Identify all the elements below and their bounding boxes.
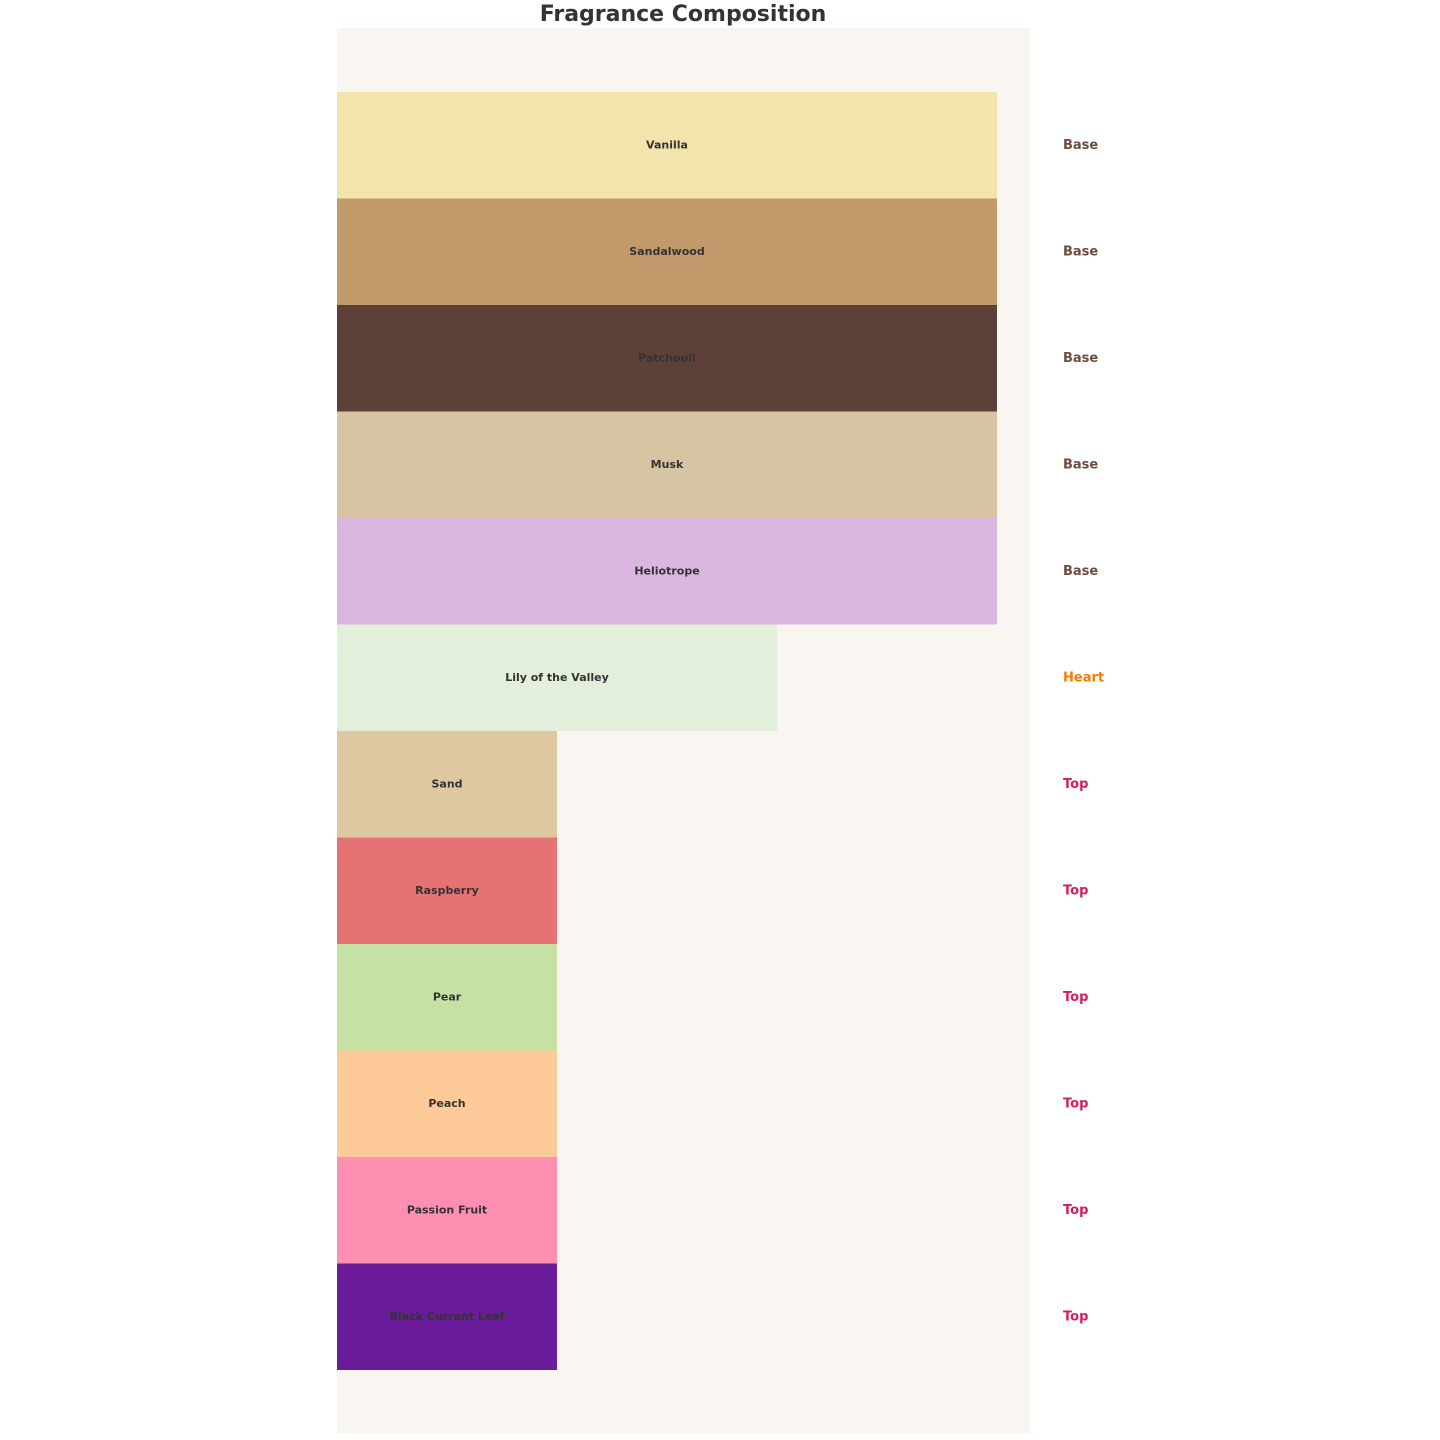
bar xyxy=(337,731,557,838)
bar-label: Pear xyxy=(433,990,462,1003)
note-type-label: Top xyxy=(1063,883,1088,898)
note-type-label: Top xyxy=(1063,990,1088,1005)
bar xyxy=(337,518,997,625)
note-type-label: Heart xyxy=(1063,670,1104,685)
bar-label: Lily of the Valley xyxy=(505,671,609,684)
note-type-label: Top xyxy=(1063,1096,1088,1111)
bar-label: Peach xyxy=(428,1097,465,1110)
note-type-label: Base xyxy=(1063,351,1098,366)
bar xyxy=(337,944,557,1051)
note-type-label: Base xyxy=(1063,244,1098,259)
bar-label: Vanilla xyxy=(646,138,688,151)
bar-label: Black Currant Leaf xyxy=(389,1310,504,1323)
note-type-label: Top xyxy=(1063,1309,1088,1324)
bar xyxy=(337,624,777,731)
bar xyxy=(337,411,997,518)
note-type-label: Base xyxy=(1063,138,1098,153)
note-type-label: Top xyxy=(1063,777,1088,792)
bar-label: Sand xyxy=(431,777,462,790)
bar xyxy=(337,305,997,412)
chart-title: Fragrance Composition xyxy=(540,2,827,27)
note-type-label: Top xyxy=(1063,1203,1088,1218)
bar-label: Patchouli xyxy=(638,351,696,364)
bar xyxy=(337,92,997,199)
bar-label: Passion Fruit xyxy=(407,1203,487,1216)
bar-label: Sandalwood xyxy=(629,245,704,258)
bar-label: Musk xyxy=(651,458,684,471)
bar xyxy=(337,1157,557,1264)
bar xyxy=(337,198,997,305)
bar xyxy=(337,837,557,944)
bar-label: Raspberry xyxy=(415,884,479,897)
bar xyxy=(337,1050,557,1157)
note-type-label: Base xyxy=(1063,457,1098,472)
bar xyxy=(337,1263,557,1370)
note-type-label: Base xyxy=(1063,564,1098,579)
bar-label: Heliotrope xyxy=(634,564,699,577)
